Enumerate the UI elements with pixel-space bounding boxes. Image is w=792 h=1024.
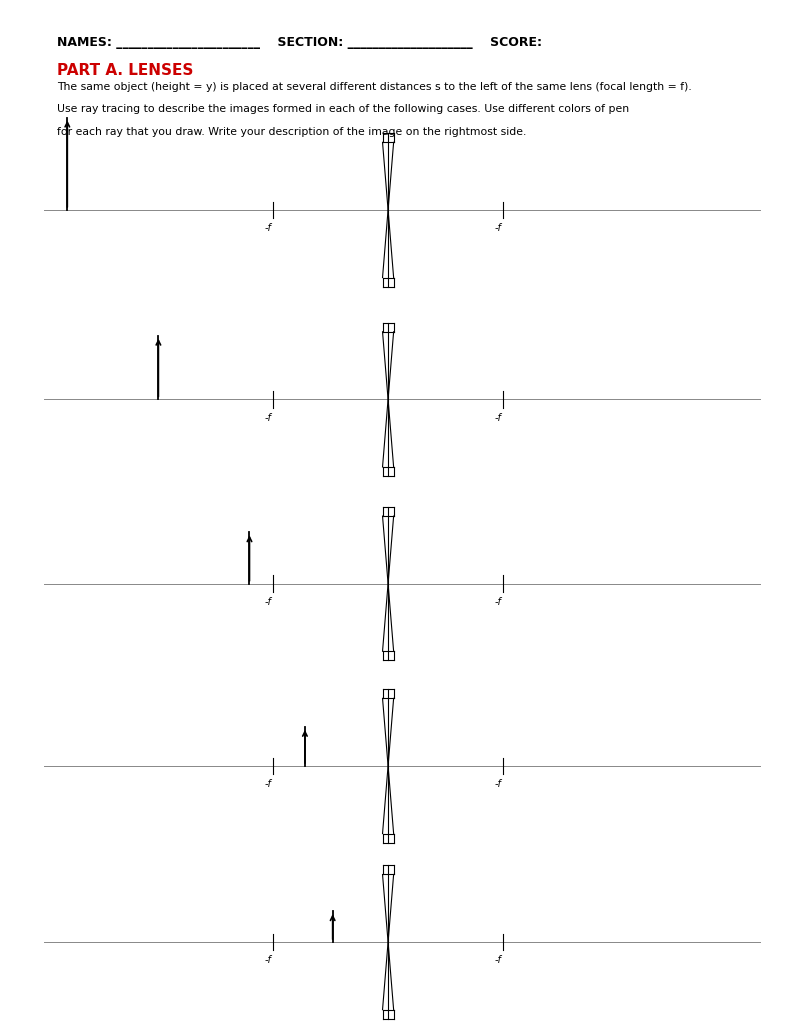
Text: -f: -f (495, 223, 501, 233)
Text: The same object (height = y) is placed at several different distances s to the l: The same object (height = y) is placed a… (57, 82, 691, 92)
Text: NAMES: _______________________    SECTION: ____________________    SCORE:: NAMES: _______________________ SECTION: … (57, 36, 542, 49)
Text: for each ray that you draw. Write your description of the image on the rightmost: for each ray that you draw. Write your d… (57, 127, 527, 137)
Text: -f: -f (265, 597, 272, 607)
Text: -f: -f (265, 779, 272, 790)
Text: -f: -f (265, 955, 272, 966)
Text: -f: -f (495, 955, 501, 966)
Text: -f: -f (265, 223, 272, 233)
Text: -f: -f (495, 413, 501, 423)
Text: -f: -f (265, 413, 272, 423)
Text: -f: -f (495, 779, 501, 790)
Text: PART A. LENSES: PART A. LENSES (57, 63, 193, 79)
Text: Use ray tracing to describe the images formed in each of the following cases. Us: Use ray tracing to describe the images f… (57, 104, 629, 115)
Text: -f: -f (495, 597, 501, 607)
